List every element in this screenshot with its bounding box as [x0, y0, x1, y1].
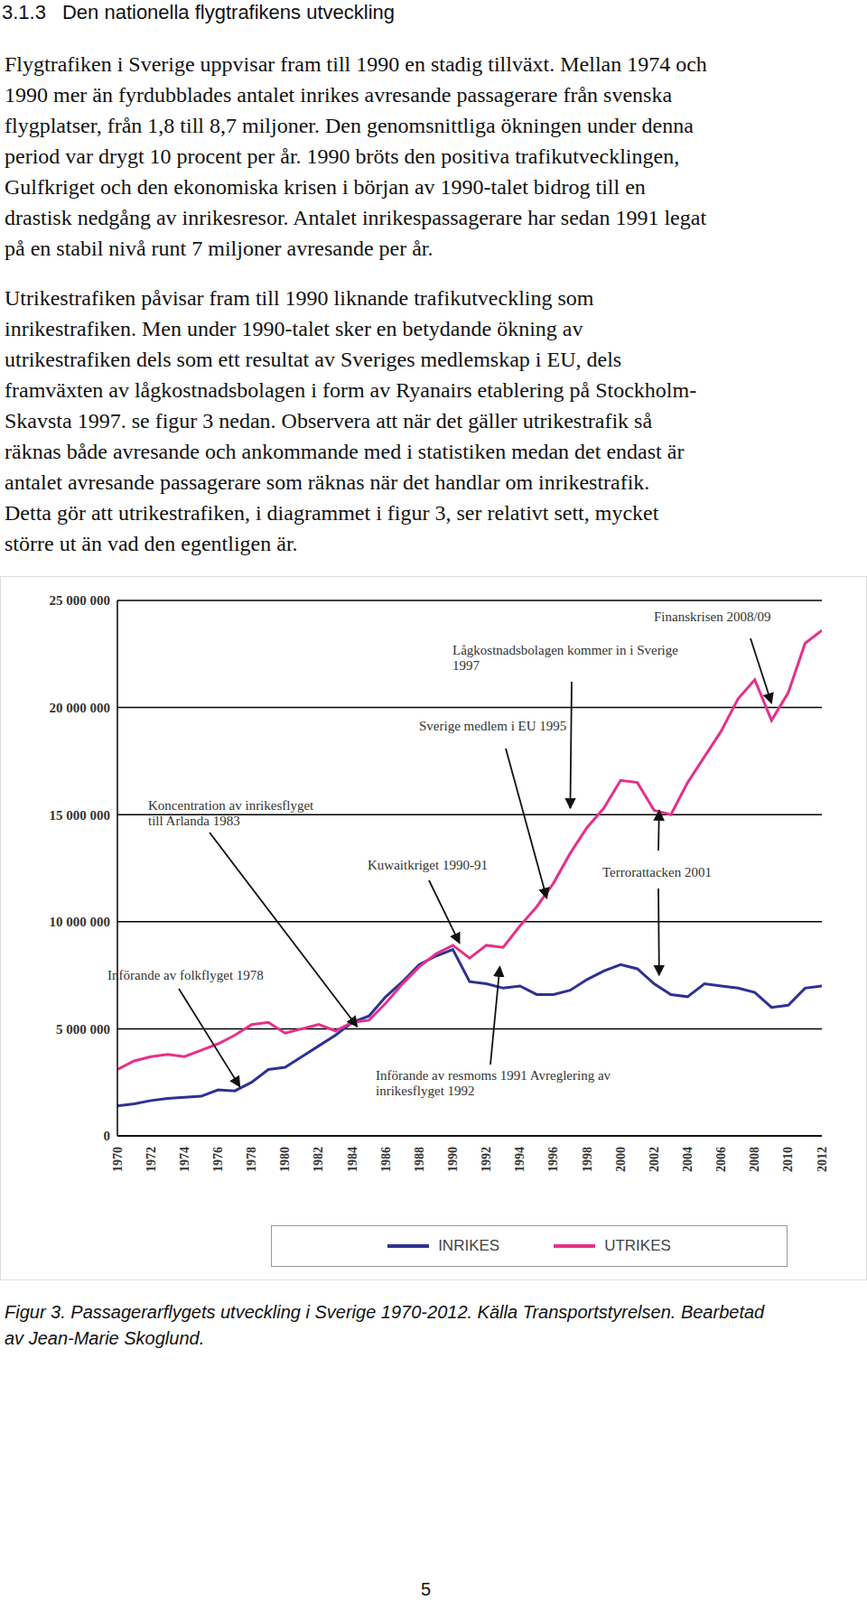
svg-text:1972: 1972: [144, 1146, 159, 1173]
svg-text:2008: 2008: [747, 1146, 762, 1173]
svg-text:1976: 1976: [211, 1146, 225, 1173]
svg-text:2000: 2000: [614, 1146, 628, 1173]
svg-text:Koncentration av inrikesflyget: Koncentration av inrikesflygettill Arlan…: [148, 798, 315, 829]
svg-text:20 000 000: 20 000 000: [49, 700, 112, 716]
html-text:3.1.3: 3.1.3: [1, 0, 46, 24]
html-text:drastisk nedgång av inrikesres: drastisk nedgång av inrikesresor. Antale…: [4, 205, 707, 230]
svg-text:5 000 000: 5 000 000: [55, 1022, 111, 1037]
svg-text:10 000 000: 10 000 000: [49, 914, 112, 930]
svg-text:0: 0: [103, 1128, 112, 1144]
html-text:period var drygt 10 procent pe: period var drygt 10 procent per år. 1990…: [4, 144, 680, 168]
html-text:Den nationella flygtrafikens u: Den nationella flygtrafikens utveckling: [62, 0, 395, 24]
html-text:5: 5: [420, 1579, 431, 1600]
svg-text:Lågkostnadsbolagen kommer in i: Lågkostnadsbolagen kommer in i Sverige19…: [452, 643, 679, 673]
svg-text:1982: 1982: [311, 1146, 326, 1173]
svg-text:1984: 1984: [345, 1146, 360, 1173]
html-text:INRIKES: INRIKES: [438, 1237, 500, 1255]
html-text:av Jean-Marie Skoglund.: av Jean-Marie Skoglund.: [4, 1328, 205, 1349]
svg-text:2010: 2010: [781, 1146, 795, 1173]
html-text:Skavsta 1997. se figur 3 nedan: Skavsta 1997. se figur 3 nedan. Observer…: [4, 409, 653, 433]
svg-text:1988: 1988: [412, 1146, 427, 1173]
svg-text:Terrorattacken 2001: Terrorattacken 2001: [602, 865, 712, 880]
html-text:Gulfkriget och den ekonomiska: Gulfkriget och den ekonomiska krisen i b…: [4, 175, 646, 199]
svg-text:1986: 1986: [379, 1146, 393, 1173]
html-text:Figur 3. Passagerarflygets utv: Figur 3. Passagerarflygets utveckling i …: [4, 1302, 765, 1323]
svg-text:1996: 1996: [546, 1146, 560, 1173]
svg-text:Införande av resmoms 1991 Avre: Införande av resmoms 1991 Avreglering av…: [375, 1068, 612, 1099]
html-text:framväxten av lågkostnadsbolag: framväxten av lågkostnadsbolagen i form …: [4, 378, 697, 402]
svg-text:1974: 1974: [177, 1146, 192, 1173]
svg-text:Införande av folkflyget 1978: Införande av folkflyget 1978: [107, 968, 264, 983]
html-text:Detta gör att utrikestrafiken,: Detta gör att utrikestrafiken, i diagram…: [4, 501, 659, 525]
svg-text:Sverige medlem i EU 1995: Sverige medlem i EU 1995: [419, 718, 567, 734]
svg-text:1998: 1998: [580, 1146, 595, 1173]
html-text:på en stabil nivå runt 7 miljo: på en stabil nivå runt 7 miljoner avresa…: [4, 236, 434, 261]
html-text:flygplatser, från 1,8 till 8,7: flygplatser, från 1,8 till 8,7 miljoner.…: [4, 113, 694, 138]
svg-text:1970: 1970: [111, 1146, 125, 1173]
svg-text:1980: 1980: [278, 1146, 292, 1173]
html-text:utrikestrafiken dels som ett r: utrikestrafiken dels som ett resultat av…: [4, 347, 622, 372]
html-text:Flygtrafiken i Sverige uppvisa: Flygtrafiken i Sverige uppvisar fram til…: [4, 52, 708, 76]
html-text:större ut än vad den egentlige: större ut än vad den egentligen är.: [4, 531, 298, 556]
svg-text:2004: 2004: [680, 1146, 695, 1173]
html-text:antalet avresande passagerare: antalet avresande passagerare som räknas…: [4, 470, 650, 495]
html-text:inrikestrafiken. Men under 199: inrikestrafiken. Men under 1990-talet sk…: [4, 316, 583, 341]
svg-text:2006: 2006: [714, 1146, 728, 1173]
svg-text:1990: 1990: [446, 1146, 460, 1173]
svg-text:15 000 000: 15 000 000: [49, 808, 112, 823]
svg-text:1978: 1978: [244, 1146, 259, 1173]
html-text:Utrikestrafiken påvisar fram t: Utrikestrafiken påvisar fram till 1990 l…: [4, 286, 594, 310]
svg-text:2002: 2002: [647, 1146, 662, 1173]
svg-text:Finanskrisen 2008/09: Finanskrisen 2008/09: [653, 609, 772, 625]
svg-text:1994: 1994: [512, 1146, 527, 1173]
svg-text:25 000 000: 25 000 000: [49, 593, 112, 608]
html-text:UTRIKES: UTRIKES: [604, 1237, 671, 1255]
html-text:1990 mer än fyrdubblades antal: 1990 mer än fyrdubblades antalet inrikes…: [4, 83, 672, 107]
svg-text:2012: 2012: [815, 1146, 830, 1173]
svg-text:1992: 1992: [479, 1146, 494, 1173]
svg-text:Kuwaitkriget 1990-91: Kuwaitkriget 1990-91: [367, 857, 488, 873]
html-text:räknas både avresande och anko: räknas både avresande och ankommande med…: [4, 439, 685, 464]
